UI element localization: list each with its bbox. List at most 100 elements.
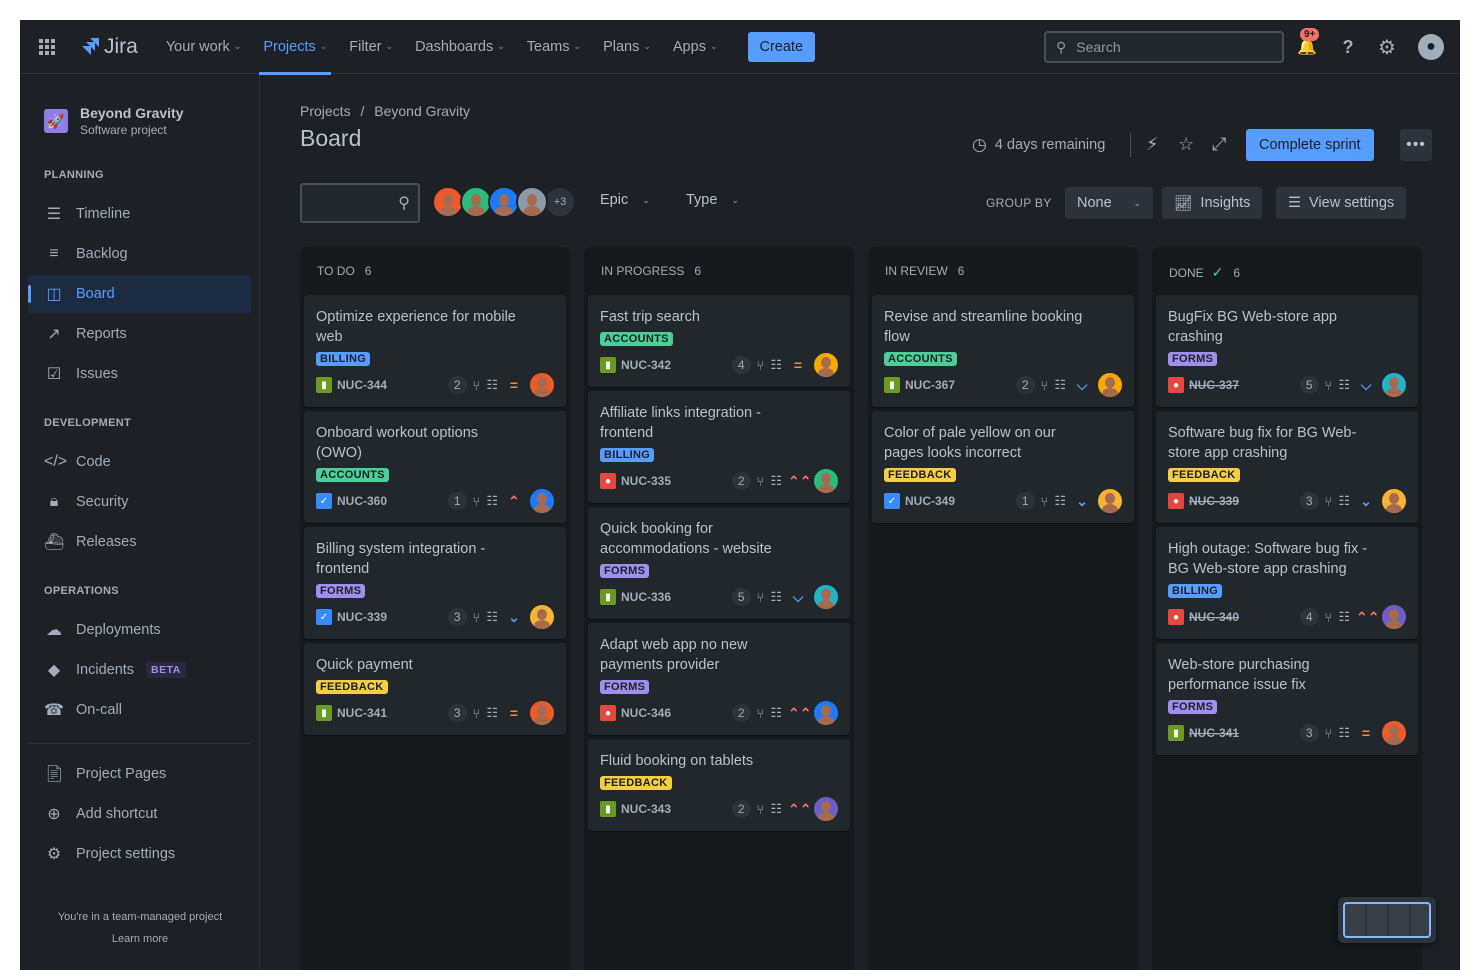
sidebar-item-issues[interactable]: ☑ Issues [28,355,251,393]
breadcrumb-projects[interactable]: Projects [300,103,351,119]
avatar[interactable] [516,186,548,218]
sidebar-item-timeline[interactable]: ☰ Timeline [28,195,251,233]
star-icon[interactable]: ☆ [1178,134,1195,154]
assignee-avatar[interactable] [530,701,554,725]
issue-key[interactable]: NUC-349 [905,494,956,508]
sidebar-item-releases[interactable]: ⛴︎ Releases [28,523,251,561]
issue-key[interactable]: NUC-344 [337,378,388,392]
app-switcher-icon[interactable] [39,38,55,55]
issue-key[interactable]: NUC-339 [1189,494,1240,508]
sidebar-item-project-settings[interactable]: ⚙ Project settings [28,835,251,873]
breadcrumb-project[interactable]: Beyond Gravity [374,103,470,119]
issue-card[interactable]: Optimize experience for mobile web BILLIN… [304,295,566,407]
sidebar-item-on-call[interactable]: ☎︎ On-call [28,691,251,729]
more-avatars[interactable]: +3 [544,186,576,218]
issue-card[interactable]: Color of pale yellow on our pages looks … [872,411,1134,523]
board-search-input[interactable] [302,185,387,221]
issue-card[interactable]: High outage: Software bug fix - BG Web-s… [1156,527,1418,639]
issue-key[interactable]: NUC-339 [337,610,388,624]
issue-key[interactable]: NUC-346 [621,706,672,720]
assignee-avatar[interactable] [814,585,838,609]
issue-card[interactable]: Quick booking for accommodations - websi… [588,507,850,619]
nav-dashboards[interactable]: Dashboards ⌄ [407,20,513,74]
issue-key[interactable]: NUC-341 [1189,726,1240,740]
issue-card[interactable]: Fast trip search ACCOUNTS ▮ NUC-342 4 ⑂ ☷ = [588,295,850,387]
complete-sprint-button[interactable]: Complete sprint [1246,129,1374,161]
assignee-avatar[interactable] [530,489,554,513]
minimap-viewport[interactable] [1343,902,1431,938]
learn-more-link[interactable]: Learn more [111,933,169,945]
search-input[interactable]: ⚲ Search [1044,31,1284,63]
assignee-avatar[interactable] [814,469,838,493]
issue-key[interactable]: NUC-335 [621,474,672,488]
notifications-bell-icon[interactable]: 🔔 [1297,39,1317,56]
sidebar-item-add-shortcut[interactable]: ⊕ Add shortcut [28,795,251,833]
issue-card[interactable]: Web-store purchasing performance issue f… [1156,643,1418,755]
create-button[interactable]: Create [747,31,816,62]
assignee-avatar[interactable] [1382,721,1406,745]
sidebar-item-code[interactable]: </> Code [28,443,251,481]
issue-card[interactable]: Adapt web app no new payments provider FO… [588,623,850,735]
issue-card[interactable]: Software bug fix for BG Web-store app cr… [1156,411,1418,523]
profile-avatar[interactable]: ● [1418,34,1444,60]
lightning-icon[interactable]: ⚡︎ [1146,134,1159,154]
group-by-select[interactable]: None ⌄ [1065,187,1153,219]
epic-dropdown[interactable]: Epic ⌄ [600,192,650,208]
issue-card[interactable]: Revise and streamline booking flow ACCOUN… [872,295,1134,407]
assignee-avatar[interactable] [1382,373,1406,397]
avatar[interactable] [488,186,520,218]
insights-button[interactable]: 📈︎ Insights [1162,187,1263,219]
view-settings-button[interactable]: ☰ View settings [1276,187,1407,219]
issue-card[interactable]: Billing system integration - frontend FOR… [304,527,566,639]
assignee-avatar[interactable] [1098,489,1122,513]
assignee-avatar[interactable] [1098,373,1122,397]
issue-card[interactable]: Affiliate links integration - frontend BI… [588,391,850,503]
nav-filter[interactable]: Filter ⌄ [341,20,401,74]
assignee-avatar[interactable] [530,373,554,397]
priority-low-icon: ⌄ [1360,493,1372,509]
issue-key[interactable]: NUC-343 [621,802,672,816]
sidebar-item-backlog[interactable]: ≡ Backlog [28,235,251,273]
settings-gear-icon[interactable]: ⚙ [1378,36,1396,59]
nav-projects[interactable]: Projects ⌄ [255,20,335,75]
jira-logo[interactable]: Jira [80,35,138,59]
issue-card[interactable]: Quick payment FEEDBACK ▮ NUC-341 3 ⑂ ☷ = [304,643,566,735]
timeline-icon: ☰ [46,206,62,223]
issue-card[interactable]: BugFix BG Web-store app crashing FORMS ● NU… [1156,295,1418,407]
nav-your-work[interactable]: Your work ⌄ [158,20,250,74]
assignee-avatar[interactable] [1382,605,1406,629]
nav-plans[interactable]: Plans ⌄ [595,20,659,74]
column-count: 6 [1233,265,1241,280]
assignee-avatar[interactable] [814,353,838,377]
sidebar-item-project-pages[interactable]: 📄︎ Project Pages [28,755,251,793]
sidebar-item-incidents[interactable]: ◆ Incidents BETA [28,651,251,689]
nav-teams[interactable]: Teams ⌄ [519,20,589,74]
issue-key[interactable]: NUC-340 [1189,610,1240,624]
assignee-avatar[interactable] [814,797,838,821]
issue-card[interactable]: Onboard workout options (OWO) ACCOUNTS ✓ NU… [304,411,566,523]
issue-key[interactable]: NUC-337 [1189,378,1240,392]
issue-key[interactable]: NUC-367 [905,378,956,392]
card-meta: 5 ⑂ ☷ ⌵ [1299,373,1406,397]
nav-apps[interactable]: Apps ⌄ [665,20,726,74]
assignee-avatar[interactable] [814,701,838,725]
help-icon[interactable]: ? [1342,36,1354,57]
board-search[interactable]: ⚲ [300,183,420,223]
expand-icon[interactable]: ⤢ [1212,134,1227,154]
assignee-avatar[interactable] [530,605,554,629]
sidebar-item-deployments[interactable]: ☁︎ Deployments [28,611,251,649]
issue-key[interactable]: NUC-336 [621,590,672,604]
type-dropdown[interactable]: Type ⌄ [686,192,739,208]
board-minimap[interactable] [1338,897,1436,943]
lock-icon: 🔒︎ [49,493,59,510]
issue-card[interactable]: Fluid booking on tablets FEEDBACK ▮ NUC-343… [588,739,850,831]
sidebar-item-security[interactable]: 🔒︎ Security [28,483,251,521]
issue-key[interactable]: NUC-360 [337,494,388,508]
sidebar-item-reports[interactable]: ↗ Reports [28,315,251,353]
assignee-avatar[interactable] [1382,489,1406,513]
sidebar-item-board[interactable]: ◫ Board [28,275,251,313]
issue-key[interactable]: NUC-342 [621,358,672,372]
issue-key[interactable]: NUC-341 [337,706,388,720]
more-actions-icon[interactable]: ••• [1400,129,1432,161]
project-header[interactable]: 🚀 Beyond Gravity Software project [44,105,183,137]
